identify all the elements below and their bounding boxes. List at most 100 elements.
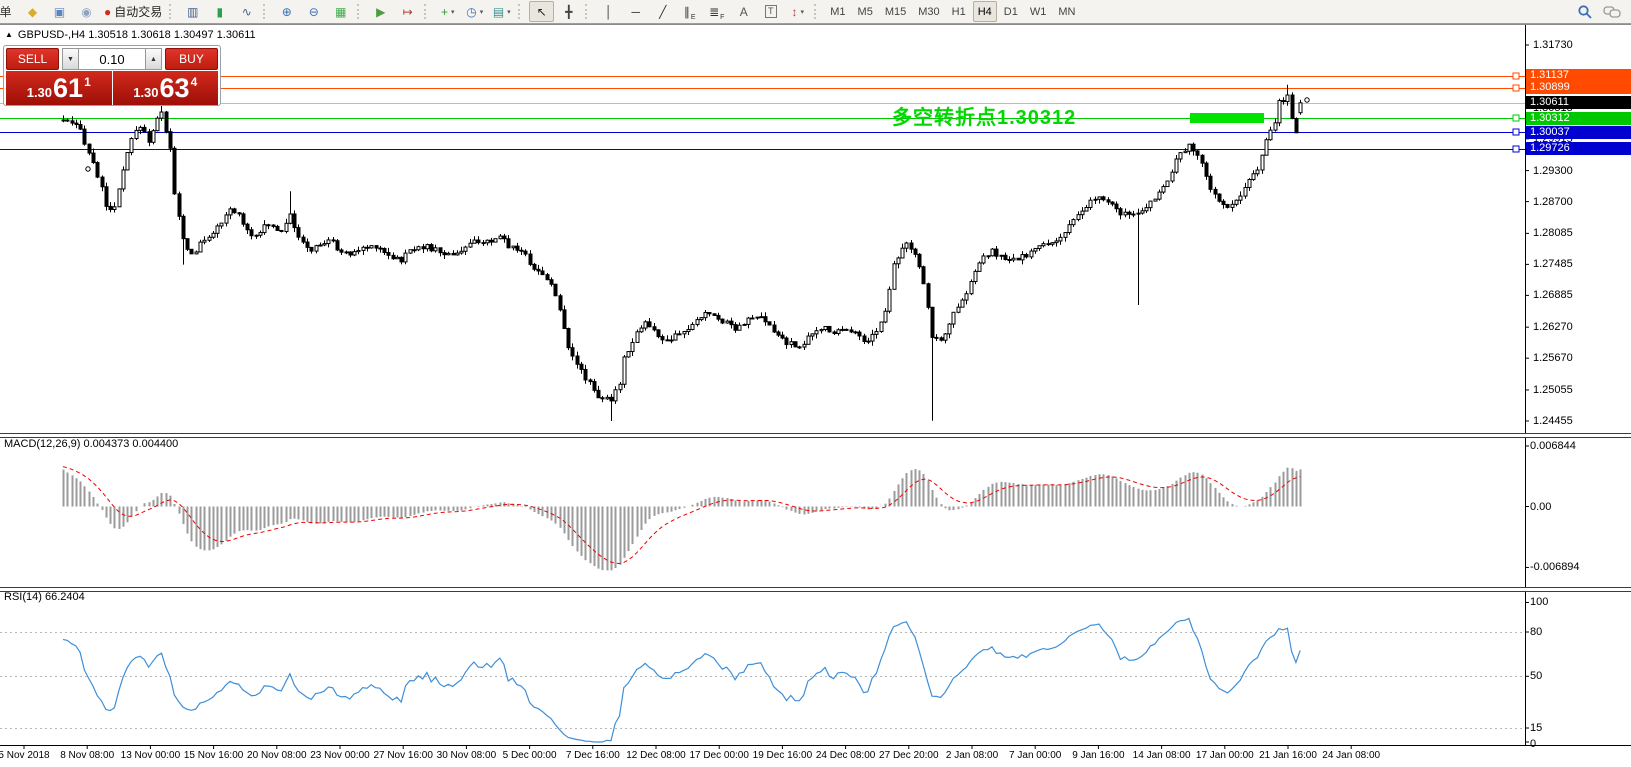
line-chart-button[interactable]: ∿: [234, 1, 259, 22]
chart-title: ▲ GBPUSD-,H4 1.30518 1.30618 1.30497 1.30…: [5, 29, 256, 41]
price-badge-1.30899: 1.30899: [1526, 81, 1631, 95]
rsi-label: RSI(14) 66.2404: [4, 591, 85, 603]
rsi-axis-100: 100: [1530, 596, 1549, 609]
equidistant-channel-sub-label: E: [690, 14, 696, 21]
cursor-button[interactable]: ↖: [529, 1, 555, 22]
navigator-button[interactable]: ▣: [47, 1, 72, 22]
rsi-axis-50: 50: [1530, 670, 1543, 683]
timeframe-m30-button[interactable]: M30: [918, 5, 940, 18]
toolbar-gripper: [424, 4, 430, 19]
signal-icon: ◉: [81, 4, 92, 19]
arrows-button[interactable]: ↕ ▾: [785, 1, 810, 22]
auto-scroll-button[interactable]: ▶: [368, 1, 393, 22]
time-label-18: 14 Jan 08:00: [1132, 750, 1191, 761]
toolbar-gripper: [169, 4, 175, 19]
price-tick-1.24455: 1.24455: [1533, 414, 1573, 427]
toolbar-gripper: [357, 4, 363, 19]
vertical-line-button[interactable]: │: [596, 1, 621, 22]
horizontal-line-icon: ─: [631, 4, 641, 19]
timeframe-d1-button[interactable]: D1: [1003, 5, 1018, 18]
bars-chart-icon: ▥: [187, 4, 199, 19]
volume-input[interactable]: 0.10: [79, 48, 145, 70]
level-handle-1.30037[interactable]: [1512, 128, 1520, 136]
volume-decrease-button[interactable]: ▼: [62, 48, 79, 70]
sell-button[interactable]: SELL: [6, 48, 59, 70]
time-label-4: 20 Nov 08:00: [247, 750, 307, 761]
templates-button[interactable]: ▤ ▾: [489, 1, 514, 22]
chart-shift-button[interactable]: ↦: [395, 1, 420, 22]
timeframe-m5-button[interactable]: M5: [857, 5, 873, 18]
macd-pane-splitter[interactable]: [0, 433, 1631, 438]
zoom-out-icon: ⊖: [308, 4, 319, 19]
market-watch-button[interactable]: ◆: [20, 1, 45, 22]
level-handle-1.29726[interactable]: [1512, 145, 1520, 153]
crosshair-button[interactable]: ╋: [556, 1, 581, 22]
rsi-pane-splitter[interactable]: [0, 587, 1631, 592]
sell-price-big: 61: [53, 72, 84, 103]
chat-button[interactable]: [1599, 1, 1624, 22]
cursor-icon: ↖: [536, 4, 547, 19]
price-tick-1.28085: 1.28085: [1533, 227, 1573, 240]
time-label-20: 21 Jan 16:00: [1259, 750, 1317, 761]
signal-button[interactable]: ◉: [74, 1, 99, 22]
search-icon: [1577, 4, 1592, 19]
buy-price-big: 63: [159, 72, 190, 103]
time-label-13: 24 Dec 08:00: [815, 750, 876, 761]
zoom-out-button[interactable]: ⊖: [301, 1, 326, 22]
trendline-icon: ╱: [659, 4, 667, 19]
pivot-highlight-bar[interactable]: [1190, 113, 1264, 123]
fibonacci-sub-label: F: [720, 14, 725, 21]
rsi-pane: [0, 617, 1525, 743]
periods-button[interactable]: ◷ ▾: [462, 1, 487, 22]
timeframe-h4-button[interactable]: H4: [972, 1, 997, 22]
timeframe-mn-button[interactable]: MN: [1058, 5, 1076, 18]
new-chart-icon: +: [441, 4, 449, 19]
autotrading-button[interactable]: ● 自动交易: [101, 1, 165, 22]
fibonacci-button[interactable]: ≣ F: [704, 1, 729, 22]
zoom-in-button[interactable]: ⊕: [274, 1, 299, 22]
sell-price-sup: 1: [84, 75, 91, 89]
equidistant-channel-button[interactable]: ∥ E: [677, 1, 702, 22]
volume-increase-button[interactable]: ▲: [145, 48, 162, 70]
time-label-16: 7 Jan 00:00: [1009, 750, 1062, 761]
timeframe-m15-button[interactable]: M15: [884, 5, 907, 18]
time-label-12: 19 Dec 16:00: [752, 750, 813, 761]
level-handle-1.30312[interactable]: [1512, 114, 1520, 122]
vertical-line-icon: │: [605, 4, 613, 19]
timeframe-w1-button[interactable]: W1: [1029, 5, 1047, 18]
timeframe-h1-button[interactable]: H1: [951, 5, 966, 18]
tile-windows-button[interactable]: ▦: [328, 1, 353, 22]
timeframe-m1-button[interactable]: M1: [830, 5, 846, 18]
bars-chart-button[interactable]: ▥: [180, 1, 205, 22]
text-button[interactable]: A: [731, 1, 756, 22]
level-handle-1.31137[interactable]: [1512, 72, 1520, 80]
macd-axis--0.006894: -0.006894: [1530, 561, 1580, 574]
sell-price-small: 1.30: [26, 85, 53, 100]
templates-dropdown-caret: ▾: [507, 8, 511, 16]
buy-button[interactable]: BUY: [165, 48, 218, 70]
candlestick-chart-button[interactable]: ▮: [207, 1, 232, 22]
price-tick-1.31730: 1.31730: [1533, 39, 1573, 51]
text-label-button[interactable]: T: [758, 1, 783, 22]
price-badge-1.30611: 1.30611: [1526, 96, 1631, 110]
time-label-10: 12 Dec 08:00: [626, 750, 686, 761]
macd-label: MACD(12,26,9) 0.004373 0.004400: [4, 438, 179, 450]
time-label-21: 24 Jan 08:00: [1322, 750, 1381, 761]
rsi-axis-80: 80: [1530, 626, 1543, 638]
buy-price-button[interactable]: 1.30 63 4: [112, 71, 218, 105]
time-label-3: 15 Nov 16:00: [183, 750, 244, 761]
sell-price-button[interactable]: 1.30 61 1: [6, 71, 112, 105]
tile-windows-icon: ▦: [335, 4, 347, 19]
horizontal-line-button[interactable]: ─: [623, 1, 648, 22]
chart-shift-icon: ↦: [402, 4, 413, 19]
trendline-button[interactable]: ╱: [650, 1, 675, 22]
level-handle-1.30899[interactable]: [1512, 84, 1520, 92]
search-button[interactable]: [1572, 1, 1597, 22]
new-chart-button[interactable]: + ▾: [435, 1, 460, 22]
time-label-6: 27 Nov 16:00: [373, 750, 433, 761]
periods-dropdown-caret: ▾: [479, 8, 484, 16]
one-click-trading-panel: SELL ▼ 0.10 ▲ BUY 1.30 61 1 1.30 63 4: [3, 45, 221, 106]
new-order-button[interactable]: 单: [0, 1, 18, 22]
arrows-dropdown-caret: ▾: [800, 8, 805, 16]
